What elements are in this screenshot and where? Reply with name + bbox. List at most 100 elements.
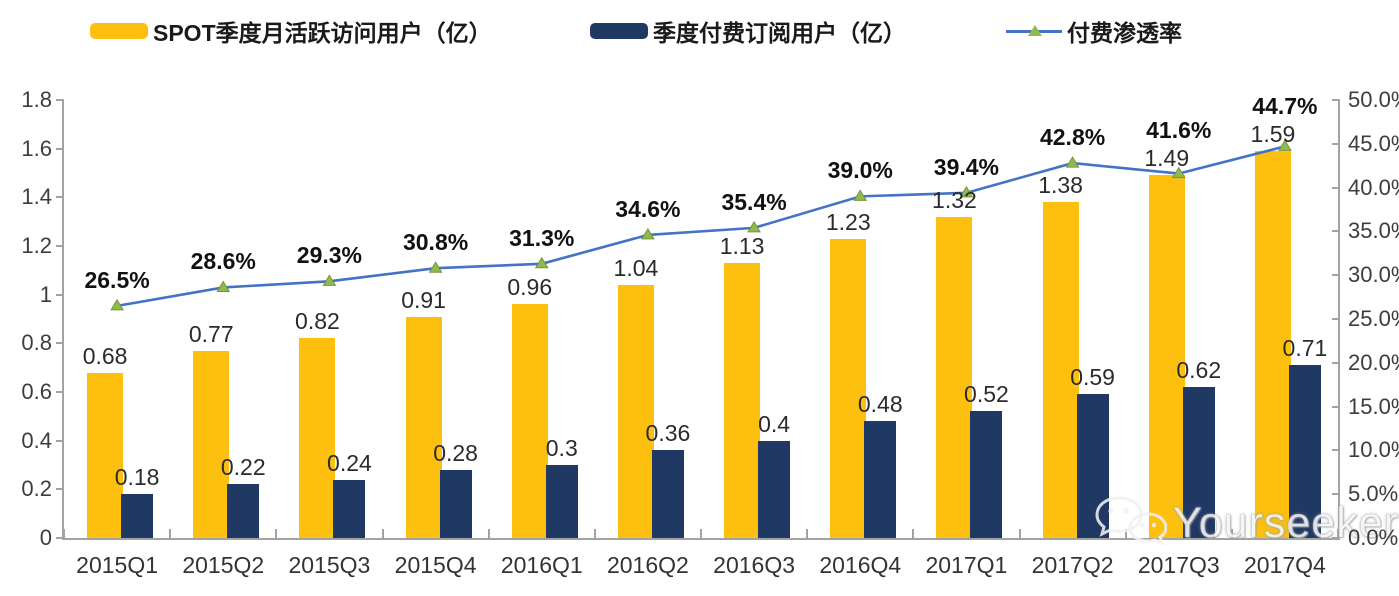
triangle-marker-icon bbox=[534, 256, 549, 269]
bar-subscribers bbox=[121, 494, 154, 538]
bar-value-label: 0.82 bbox=[295, 308, 340, 335]
x-axis-tick bbox=[1124, 529, 1127, 538]
right-axis-tick bbox=[1332, 274, 1340, 277]
triangle-marker-icon bbox=[110, 298, 124, 311]
bar-mau bbox=[87, 372, 124, 538]
penetration-pct-label: 44.7% bbox=[1252, 93, 1318, 120]
bar-subscribers bbox=[758, 440, 791, 538]
x-axis-category-label: 2017Q2 bbox=[1031, 552, 1114, 578]
right-axis-tick-label: 45.0% bbox=[1348, 130, 1399, 156]
bar-value-label: 0.28 bbox=[433, 439, 478, 466]
x-axis-tick bbox=[912, 529, 915, 538]
right-axis-tick-label: 50.0% bbox=[1348, 87, 1399, 112]
right-axis-tick bbox=[1332, 537, 1340, 539]
bar-value-label: 0.71 bbox=[1282, 335, 1328, 362]
right-axis-tick bbox=[1332, 318, 1340, 320]
penetration-pct-label: 39.4% bbox=[933, 153, 1000, 180]
right-axis-tick bbox=[1332, 449, 1340, 452]
bar-mau bbox=[405, 316, 442, 538]
left-axis-tick bbox=[56, 439, 64, 442]
x-axis-category-label: 2015Q3 bbox=[288, 552, 371, 578]
penetration-pct-label: 34.6% bbox=[615, 195, 681, 222]
bar-value-label: 0.96 bbox=[507, 274, 553, 301]
x-axis-tick bbox=[806, 529, 809, 538]
triangle-marker-icon bbox=[959, 185, 974, 198]
x-axis-tick bbox=[1337, 529, 1339, 538]
bar-value-label: 0.48 bbox=[857, 391, 903, 418]
left-axis-tick bbox=[56, 293, 64, 296]
triangle-marker-icon bbox=[322, 274, 337, 286]
bar-mau bbox=[1148, 175, 1185, 538]
bar-mau bbox=[617, 284, 654, 538]
bar-value-label: 0.24 bbox=[327, 449, 372, 476]
bar-value-label: 0.91 bbox=[401, 286, 446, 313]
x-axis-category-label: 2016Q1 bbox=[500, 552, 583, 578]
left-axis-tick-label: 1.2 bbox=[21, 233, 52, 258]
bar-value-label: 0.3 bbox=[545, 435, 578, 461]
right-axis-line bbox=[1338, 100, 1340, 540]
legend-item-penetration: 付费渗透率 bbox=[1006, 18, 1182, 46]
bar-subscribers bbox=[545, 465, 578, 538]
bar-mau bbox=[299, 338, 336, 538]
penetration-pct-label: 39.0% bbox=[827, 157, 893, 184]
right-axis-tick bbox=[1332, 405, 1340, 408]
right-axis-tick bbox=[1332, 493, 1340, 496]
triangle-marker-icon bbox=[641, 227, 655, 240]
x-axis-tick bbox=[700, 529, 702, 538]
legend-label-penetration: 付费渗透率 bbox=[1067, 20, 1182, 46]
bar-subscribers bbox=[1076, 394, 1109, 538]
bar-mau bbox=[193, 350, 230, 538]
triangle-marker-icon bbox=[1065, 156, 1080, 168]
bar-value-label: 1.49 bbox=[1144, 145, 1190, 172]
right-axis-tick-label: 0.0% bbox=[1348, 525, 1399, 550]
left-axis-tick bbox=[56, 245, 64, 247]
triangle-marker-icon bbox=[216, 280, 231, 292]
x-axis-category-label: 2015Q4 bbox=[394, 552, 477, 578]
x-axis-category-label: 2015Q2 bbox=[182, 552, 265, 578]
left-axis-tick-label: 1 bbox=[39, 281, 52, 307]
right-axis-tick bbox=[1332, 142, 1340, 145]
x-axis-tick bbox=[63, 529, 65, 538]
left-axis-tick bbox=[56, 147, 64, 150]
penetration-pct-label: 41.6% bbox=[1146, 117, 1212, 144]
left-axis-tick bbox=[56, 196, 64, 199]
left-axis-tick bbox=[56, 391, 64, 393]
right-axis-tick bbox=[1332, 99, 1340, 101]
x-axis-category-label: 2017Q1 bbox=[925, 552, 1008, 578]
left-axis-tick-label: 0.8 bbox=[21, 330, 52, 356]
x-axis-category-label: 2017Q3 bbox=[1137, 552, 1220, 578]
penetration-pct-label: 31.3% bbox=[509, 224, 575, 251]
triangle-marker-icon bbox=[853, 189, 868, 201]
bar-value-label: 0.22 bbox=[220, 454, 266, 481]
right-axis-tick-label: 25.0% bbox=[1348, 306, 1399, 331]
legend-item-subscribers: 季度付费订阅用户（亿） bbox=[590, 18, 906, 46]
bar-value-label: 0.36 bbox=[645, 420, 691, 447]
watermark-text: Yourseeker bbox=[1173, 498, 1399, 547]
bar-mau bbox=[1254, 151, 1291, 538]
right-axis-tick bbox=[1332, 186, 1340, 189]
x-axis-category-label: 2016Q4 bbox=[819, 552, 902, 578]
bar-subscribers bbox=[1182, 387, 1215, 538]
bar-value-label: 0.77 bbox=[188, 320, 234, 347]
bar-value-label: 0.4 bbox=[758, 410, 791, 437]
triangle-marker-icon bbox=[1278, 139, 1292, 151]
bar-mau bbox=[724, 263, 761, 538]
bar-mau bbox=[936, 216, 973, 538]
legend-item-mau: SPOT季度月活跃访问用户（亿） bbox=[90, 18, 492, 46]
x-axis-tick bbox=[593, 529, 596, 538]
right-axis-tick-label: 10.0% bbox=[1348, 437, 1399, 463]
x-axis-tick bbox=[381, 529, 384, 538]
mau-bar-swatch bbox=[90, 23, 148, 39]
right-axis-tick-label: 30.0% bbox=[1348, 262, 1399, 288]
right-axis-tick-label: 40.0% bbox=[1348, 174, 1399, 200]
left-axis-tick-label: 0.6 bbox=[21, 379, 52, 404]
bar-value-label: 1.59 bbox=[1250, 121, 1296, 148]
bar-subscribers bbox=[227, 484, 260, 538]
legend-label-mau: SPOT季度月活跃访问用户（亿） bbox=[153, 20, 492, 46]
bar-value-label: 1.13 bbox=[719, 233, 765, 260]
bar-value-label: 1.32 bbox=[932, 186, 977, 213]
bar-value-label: 0.18 bbox=[114, 464, 160, 491]
x-axis-line bbox=[62, 538, 1340, 540]
x-axis-category-label: 2016Q3 bbox=[713, 552, 796, 578]
